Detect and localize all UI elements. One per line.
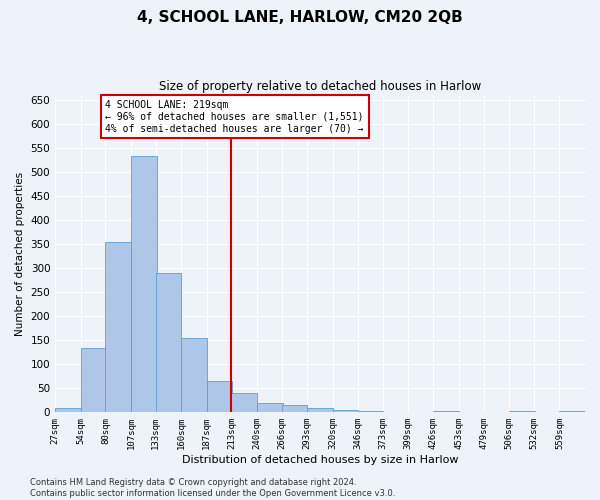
Bar [106, 242, 131, 412]
Title: Size of property relative to detached houses in Harlow: Size of property relative to detached ho… [159, 80, 481, 93]
Bar [333, 410, 358, 412]
Bar [509, 411, 535, 412]
Bar [232, 393, 257, 412]
Bar [81, 348, 106, 412]
Bar [181, 338, 207, 412]
Bar [131, 156, 157, 412]
Y-axis label: Number of detached properties: Number of detached properties [15, 172, 25, 336]
X-axis label: Distribution of detached houses by size in Harlow: Distribution of detached houses by size … [182, 455, 458, 465]
Bar [207, 381, 232, 412]
Bar [307, 408, 333, 412]
Bar [281, 405, 307, 412]
Text: 4 SCHOOL LANE: 219sqm
← 96% of detached houses are smaller (1,551)
4% of semi-de: 4 SCHOOL LANE: 219sqm ← 96% of detached … [106, 100, 364, 134]
Text: Contains HM Land Registry data © Crown copyright and database right 2024.
Contai: Contains HM Land Registry data © Crown c… [30, 478, 395, 498]
Bar [155, 273, 181, 412]
Bar [257, 402, 283, 412]
Bar [55, 408, 81, 412]
Text: 4, SCHOOL LANE, HARLOW, CM20 2QB: 4, SCHOOL LANE, HARLOW, CM20 2QB [137, 10, 463, 25]
